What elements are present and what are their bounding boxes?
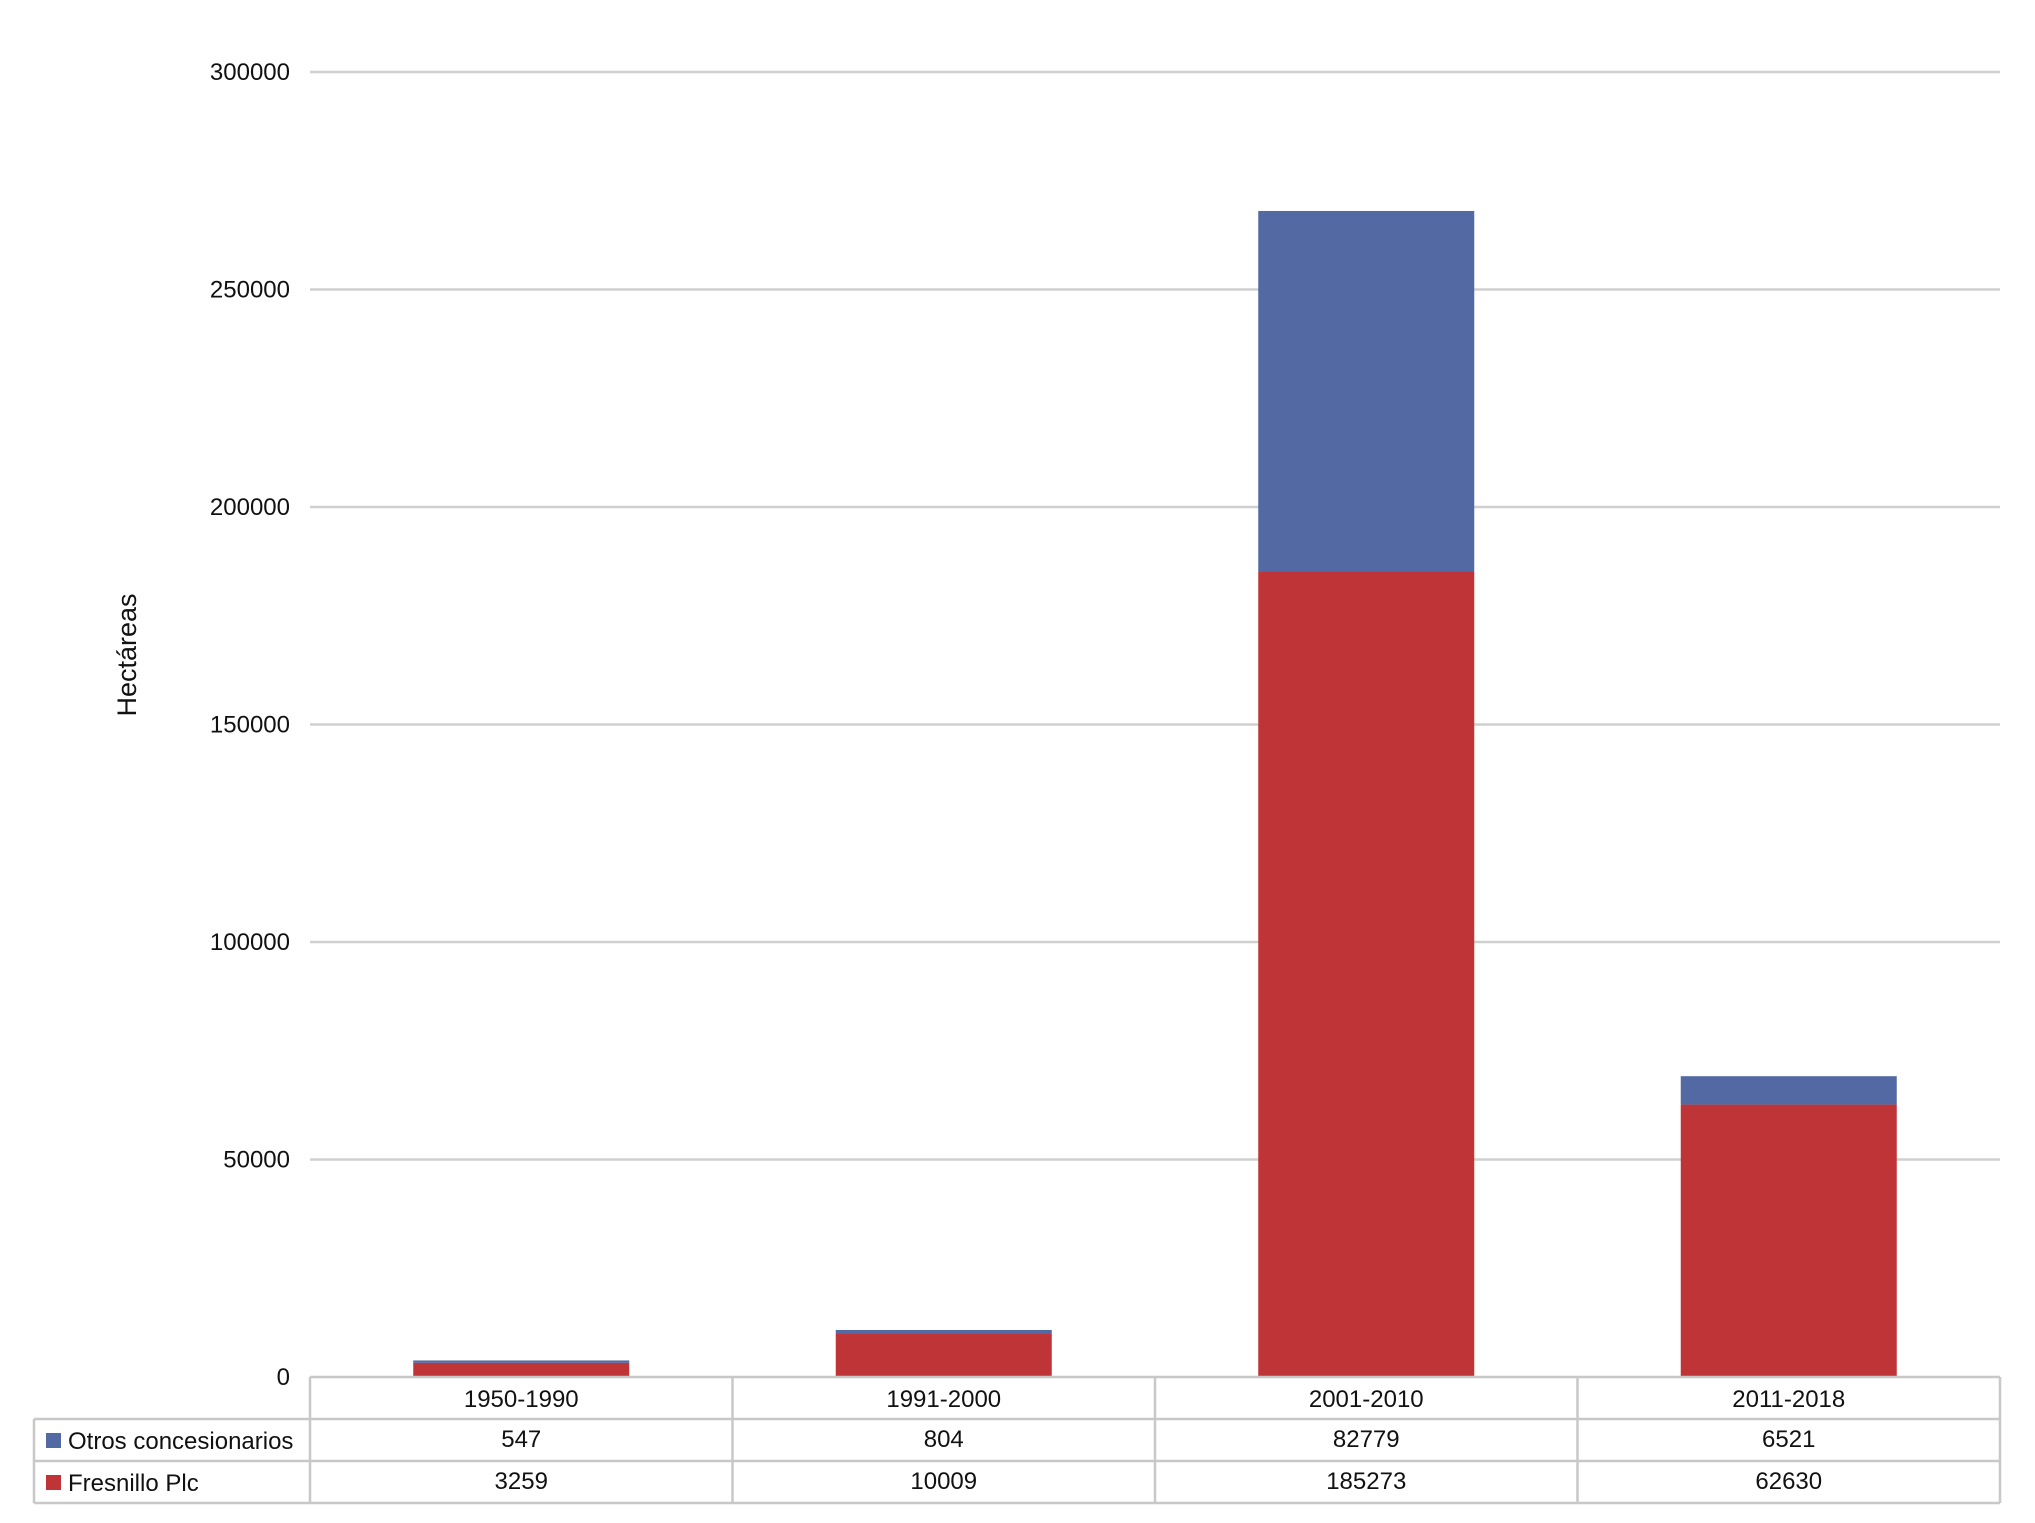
data-label: 185273	[1326, 1468, 1406, 1495]
legend-swatch	[46, 1475, 61, 1490]
bar-segment	[835, 1329, 1052, 1334]
y-axis-title: Hectáreas	[112, 593, 142, 716]
y-tick-label: 250000	[210, 277, 290, 304]
y-tick-label: 300000	[210, 59, 290, 86]
legend-label: Fresnillo Plc	[68, 1470, 199, 1497]
y-tick-label: 200000	[210, 494, 290, 521]
y-axis-ticks: 0 50000 100000 150000 200000 250000 300000	[210, 59, 290, 1391]
x-category-label: 2011-2018	[1732, 1386, 1845, 1413]
y-tick-label: 50000	[223, 1147, 290, 1174]
bar-segment	[1258, 210, 1475, 572]
bar-segment	[413, 1360, 630, 1363]
data-label: 10009	[910, 1468, 977, 1495]
x-category-label: 2001-2010	[1309, 1386, 1424, 1413]
data-label: 3259	[495, 1468, 548, 1495]
bar-segment	[1258, 571, 1475, 1377]
data-label: 804	[924, 1426, 964, 1453]
y-tick-label: 100000	[210, 929, 290, 956]
bar-segment	[835, 1333, 1052, 1377]
data-label: 547	[501, 1426, 541, 1453]
data-label: 82779	[1333, 1426, 1400, 1453]
legend-swatch	[46, 1433, 61, 1448]
bars	[413, 210, 1897, 1377]
y-tick-label: 0	[277, 1364, 290, 1391]
x-category-label: 1950-1990	[464, 1386, 579, 1413]
data-label: 6521	[1762, 1426, 1815, 1453]
data-table: 1950-1990 1991-2000 2001-2010 2011-2018 Otro…	[32, 1375, 2002, 1505]
data-label: 62630	[1755, 1468, 1822, 1495]
x-category-label: 1991-2000	[886, 1386, 1001, 1413]
bar-segment	[1680, 1076, 1897, 1105]
legend-label: Otros concesionarios	[68, 1428, 293, 1455]
bar-segment	[413, 1362, 630, 1377]
y-tick-label: 150000	[210, 712, 290, 739]
gridlines	[310, 70, 2000, 1161]
bar-segment	[1680, 1104, 1897, 1377]
